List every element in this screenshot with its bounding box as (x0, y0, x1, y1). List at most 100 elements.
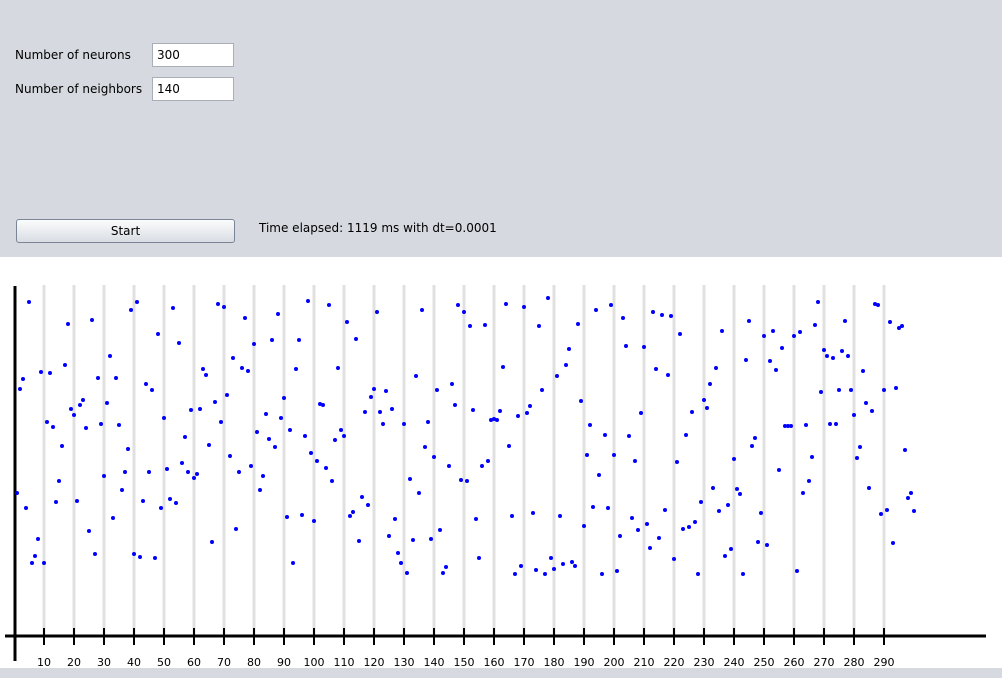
x-tick-label: 280 (844, 656, 865, 668)
data-point (405, 571, 409, 575)
data-point (846, 354, 850, 358)
data-point (360, 495, 364, 499)
data-point (354, 337, 358, 341)
data-point (36, 537, 40, 541)
data-point (297, 338, 301, 342)
data-point (909, 491, 913, 495)
data-point (540, 388, 544, 392)
data-point (210, 540, 214, 544)
data-point (486, 459, 490, 463)
data-point (387, 534, 391, 538)
data-point (798, 330, 802, 334)
data-point (399, 561, 403, 565)
text-input[interactable]: 300 (152, 43, 234, 67)
data-point (357, 539, 361, 543)
data-point (21, 377, 25, 381)
data-point (732, 457, 736, 461)
data-point (720, 329, 724, 333)
data-point (678, 332, 682, 336)
data-point (159, 506, 163, 510)
data-point (519, 564, 523, 568)
data-point (132, 552, 136, 556)
data-point (864, 401, 868, 405)
data-point (894, 386, 898, 390)
data-point (543, 572, 547, 576)
data-point (372, 387, 376, 391)
x-tick-label: 210 (634, 656, 655, 668)
data-point (522, 305, 526, 309)
data-point (789, 424, 793, 428)
data-point (570, 560, 574, 564)
data-point (567, 347, 571, 351)
data-point (825, 354, 829, 358)
data-point (468, 324, 472, 328)
data-point (363, 410, 367, 414)
data-point (93, 552, 97, 556)
start-button[interactable]: Start (16, 219, 235, 243)
data-point (867, 486, 871, 490)
data-point (201, 367, 205, 371)
x-tick-label: 70 (217, 656, 231, 668)
data-point (663, 508, 667, 512)
data-point (642, 345, 646, 349)
data-point (783, 424, 787, 428)
data-point (612, 453, 616, 457)
data-point (330, 479, 334, 483)
data-point (252, 342, 256, 346)
data-point (669, 314, 673, 318)
data-point (699, 500, 703, 504)
data-point (168, 497, 172, 501)
data-point (234, 527, 238, 531)
data-point (708, 382, 712, 386)
data-point (657, 536, 661, 540)
data-point (753, 436, 757, 440)
data-point (402, 422, 406, 426)
data-point (327, 303, 331, 307)
data-point (60, 444, 64, 448)
data-point (174, 501, 178, 505)
data-point (876, 303, 880, 307)
data-point (471, 408, 475, 412)
data-point (111, 516, 115, 520)
x-tick-label: 290 (874, 656, 895, 668)
data-point (444, 565, 448, 569)
data-point (684, 433, 688, 437)
data-point (441, 571, 445, 575)
data-point (315, 459, 319, 463)
data-point (837, 388, 841, 392)
data-point (69, 407, 73, 411)
data-point (561, 562, 565, 566)
data-point (648, 546, 652, 550)
data-point (336, 366, 340, 370)
data-point (432, 455, 436, 459)
data-point (351, 510, 355, 514)
x-tick-label: 80 (247, 656, 261, 668)
data-point (660, 313, 664, 317)
data-point (333, 438, 337, 442)
data-point (408, 477, 412, 481)
data-point (654, 367, 658, 371)
text-input[interactable]: 140 (152, 77, 234, 101)
data-point (879, 512, 883, 516)
data-point (513, 572, 517, 576)
data-point (264, 412, 268, 416)
data-point (114, 376, 118, 380)
data-point (600, 572, 604, 576)
data-point (378, 410, 382, 414)
x-tick-label: 270 (814, 656, 835, 668)
data-point (723, 554, 727, 558)
data-point (849, 388, 853, 392)
data-point (624, 344, 628, 348)
x-tick-label: 160 (484, 656, 505, 668)
data-point (165, 467, 169, 471)
x-tick-label: 260 (784, 656, 805, 668)
data-point (306, 299, 310, 303)
x-tick-label: 140 (424, 656, 445, 668)
data-point (702, 398, 706, 402)
data-point (231, 356, 235, 360)
data-point (75, 499, 79, 503)
data-point (807, 479, 811, 483)
data-point (534, 568, 538, 572)
data-point (150, 388, 154, 392)
x-tick-label: 130 (394, 656, 415, 668)
